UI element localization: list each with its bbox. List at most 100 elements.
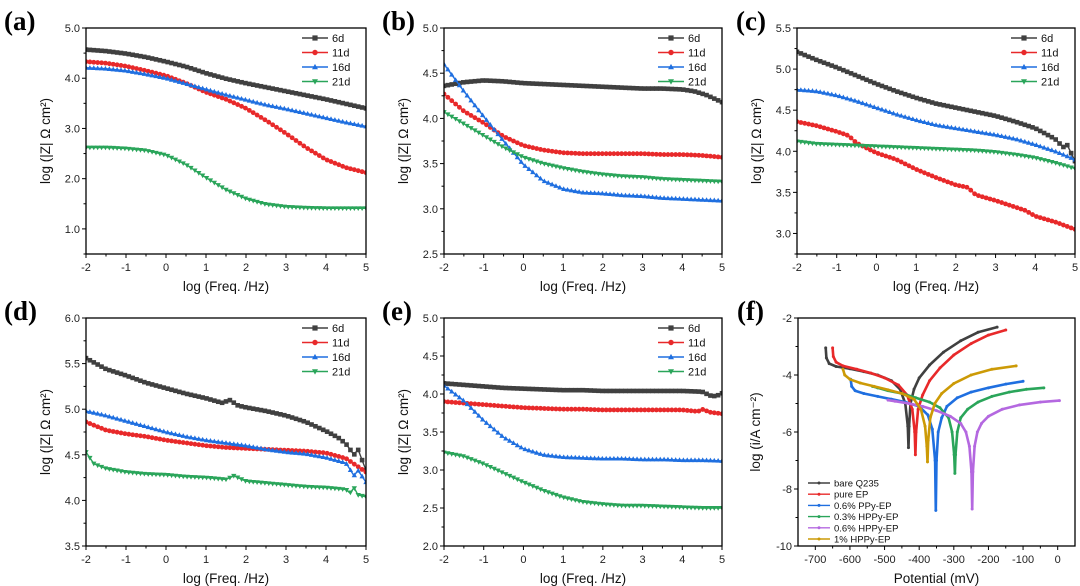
data-point [986, 333, 990, 337]
data-point [472, 383, 478, 389]
data-point [289, 107, 295, 113]
data-point [118, 416, 124, 422]
data-point [681, 388, 686, 394]
data-point [906, 93, 912, 98]
data-point [719, 390, 722, 396]
data-point [273, 104, 280, 109]
data-point [875, 151, 881, 156]
data-point [545, 162, 551, 168]
data-point [642, 407, 648, 413]
y-tick-label: 4.5 [65, 450, 80, 462]
y-tick-label: -8 [782, 484, 792, 496]
data-point [134, 53, 139, 58]
data-point [215, 476, 221, 482]
data-point [309, 449, 314, 455]
data-point [142, 379, 147, 385]
data-point [526, 386, 532, 392]
data-point [453, 81, 458, 87]
data-point [817, 142, 823, 147]
data-point [172, 157, 179, 163]
data-point [576, 83, 582, 88]
data-point [657, 194, 663, 200]
data-point [557, 82, 563, 88]
data-point [122, 469, 128, 475]
legend-marker [668, 339, 674, 346]
data-point [258, 83, 264, 89]
data-point [871, 149, 877, 155]
data-point [802, 120, 808, 126]
data-point [654, 86, 659, 91]
data-point [507, 404, 513, 410]
data-point [929, 121, 935, 126]
data-point [1004, 382, 1008, 386]
data-point [827, 362, 831, 366]
data-point [133, 147, 140, 153]
data-point [584, 500, 590, 506]
data-point [495, 403, 501, 409]
x-tick-label: -2 [81, 262, 91, 274]
data-point [960, 184, 966, 189]
data-point [138, 433, 143, 439]
data-point [328, 98, 334, 103]
data-point [976, 400, 980, 404]
data-point [715, 197, 721, 203]
data-point [883, 144, 889, 150]
data-point [344, 101, 349, 107]
data-point [324, 455, 330, 460]
y-tick-label: -4 [782, 370, 792, 382]
data-point [592, 84, 597, 89]
data-point [572, 498, 578, 503]
data-point [110, 467, 116, 473]
data-point [708, 409, 713, 415]
data-point [661, 407, 667, 413]
x-tick-label: -300 [943, 554, 965, 566]
data-point [332, 206, 338, 212]
data-point [312, 452, 319, 458]
data-point [468, 97, 474, 103]
data-point [910, 165, 916, 171]
data-point [110, 414, 116, 420]
data-point [192, 67, 198, 72]
data-point [114, 50, 120, 55]
data-point [557, 453, 563, 459]
data-point [599, 172, 605, 178]
data-point [553, 183, 559, 188]
data-point [355, 493, 361, 498]
y-axis-title: log (|Z| Ω cm²) [396, 98, 411, 184]
data-point [468, 126, 474, 131]
data-point [684, 152, 690, 158]
data-point [665, 152, 671, 157]
data-point [1061, 222, 1066, 228]
x-tick-label: -100 [1012, 554, 1034, 566]
data-point [355, 467, 361, 473]
data-point [149, 149, 155, 155]
data-point [960, 147, 966, 153]
data-point [262, 202, 268, 207]
data-point [262, 101, 268, 107]
data-point [703, 179, 710, 184]
data-point [810, 122, 815, 128]
data-point [518, 405, 524, 410]
data-point [1042, 386, 1046, 390]
data-point [122, 51, 128, 56]
data-point [320, 206, 326, 211]
data-point [966, 407, 970, 411]
data-point [305, 146, 311, 151]
data-point [952, 147, 958, 153]
data-point [618, 503, 625, 509]
data-point [102, 412, 109, 418]
data-point [677, 87, 682, 92]
data-point [1000, 407, 1004, 411]
legend-marker [817, 481, 821, 485]
data-point [1041, 158, 1047, 163]
data-point [711, 96, 717, 101]
y-tick-label: 1.0 [65, 224, 80, 236]
data-point [902, 91, 908, 97]
data-point [118, 430, 124, 436]
y-tick-label: 2.5 [423, 249, 438, 261]
data-point [460, 397, 466, 403]
data-point [285, 483, 291, 488]
data-point [850, 384, 854, 388]
data-point [184, 163, 190, 169]
data-point [688, 88, 694, 94]
